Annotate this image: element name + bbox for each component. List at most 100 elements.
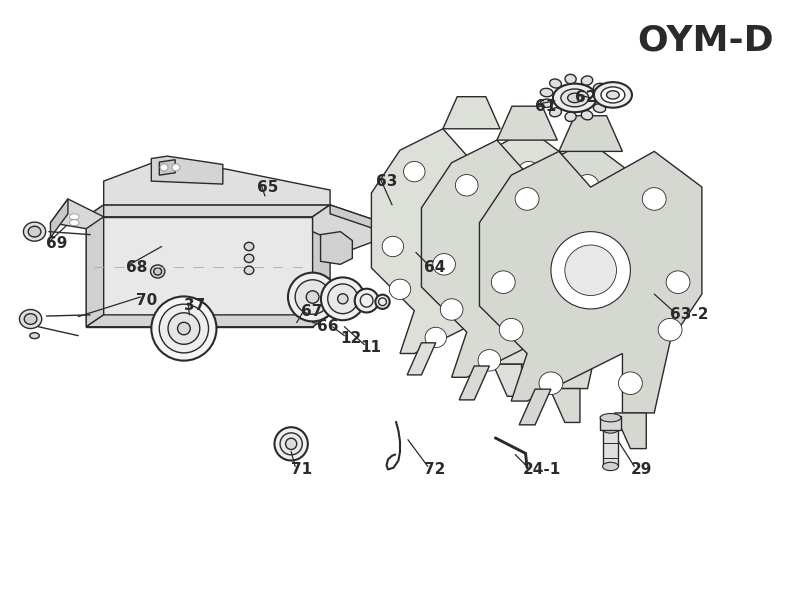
Ellipse shape bbox=[539, 236, 561, 257]
Ellipse shape bbox=[354, 289, 378, 313]
Text: OYM-D: OYM-D bbox=[637, 23, 774, 58]
Ellipse shape bbox=[602, 425, 618, 433]
Ellipse shape bbox=[154, 268, 162, 275]
Text: 62: 62 bbox=[574, 91, 596, 106]
Ellipse shape bbox=[540, 88, 553, 97]
Polygon shape bbox=[519, 389, 551, 425]
Ellipse shape bbox=[594, 104, 606, 113]
Ellipse shape bbox=[403, 161, 425, 182]
Ellipse shape bbox=[160, 164, 168, 171]
Polygon shape bbox=[86, 205, 104, 327]
Ellipse shape bbox=[440, 299, 463, 320]
Ellipse shape bbox=[642, 188, 666, 210]
Ellipse shape bbox=[565, 74, 576, 84]
Ellipse shape bbox=[159, 304, 209, 353]
Polygon shape bbox=[443, 97, 500, 129]
Ellipse shape bbox=[550, 79, 562, 88]
Ellipse shape bbox=[382, 236, 403, 257]
Polygon shape bbox=[86, 205, 330, 217]
Polygon shape bbox=[388, 249, 436, 268]
Ellipse shape bbox=[286, 438, 297, 449]
Ellipse shape bbox=[491, 271, 515, 293]
Ellipse shape bbox=[328, 284, 358, 314]
Polygon shape bbox=[550, 389, 580, 422]
Ellipse shape bbox=[433, 254, 455, 275]
Ellipse shape bbox=[539, 372, 563, 395]
Polygon shape bbox=[497, 106, 558, 140]
Ellipse shape bbox=[478, 350, 501, 371]
Ellipse shape bbox=[490, 217, 565, 290]
Ellipse shape bbox=[338, 294, 348, 304]
Ellipse shape bbox=[443, 251, 458, 267]
Ellipse shape bbox=[540, 99, 553, 107]
Polygon shape bbox=[371, 129, 571, 364]
Ellipse shape bbox=[375, 295, 390, 309]
Ellipse shape bbox=[499, 319, 523, 341]
Ellipse shape bbox=[455, 175, 478, 196]
Ellipse shape bbox=[554, 350, 576, 371]
Ellipse shape bbox=[598, 94, 610, 102]
Polygon shape bbox=[313, 205, 376, 250]
Ellipse shape bbox=[599, 254, 622, 275]
Ellipse shape bbox=[70, 220, 79, 226]
Text: 63: 63 bbox=[376, 173, 398, 188]
Text: 11: 11 bbox=[360, 340, 382, 355]
Polygon shape bbox=[321, 232, 352, 265]
Ellipse shape bbox=[561, 89, 589, 107]
Text: 69: 69 bbox=[46, 236, 68, 251]
Ellipse shape bbox=[150, 265, 165, 278]
Ellipse shape bbox=[576, 175, 599, 196]
Polygon shape bbox=[330, 205, 374, 229]
Polygon shape bbox=[313, 205, 330, 327]
Ellipse shape bbox=[551, 232, 630, 309]
Polygon shape bbox=[479, 151, 702, 413]
Ellipse shape bbox=[306, 291, 319, 303]
Text: 61: 61 bbox=[535, 100, 556, 115]
Ellipse shape bbox=[172, 164, 180, 171]
Ellipse shape bbox=[28, 226, 41, 237]
Ellipse shape bbox=[553, 83, 597, 112]
Ellipse shape bbox=[582, 110, 593, 120]
Polygon shape bbox=[459, 366, 490, 400]
Text: 68: 68 bbox=[126, 260, 147, 275]
Ellipse shape bbox=[70, 214, 79, 220]
Text: 29: 29 bbox=[630, 462, 652, 477]
Ellipse shape bbox=[591, 299, 614, 320]
Ellipse shape bbox=[244, 266, 254, 274]
Text: 65: 65 bbox=[257, 179, 278, 194]
Ellipse shape bbox=[274, 427, 308, 461]
Ellipse shape bbox=[436, 201, 507, 271]
Ellipse shape bbox=[618, 372, 642, 395]
Ellipse shape bbox=[168, 313, 200, 344]
Text: 63-2: 63-2 bbox=[670, 307, 709, 322]
Text: 64: 64 bbox=[424, 260, 446, 275]
Ellipse shape bbox=[151, 296, 217, 361]
Polygon shape bbox=[86, 315, 330, 327]
Ellipse shape bbox=[602, 462, 618, 470]
Ellipse shape bbox=[565, 112, 576, 121]
Ellipse shape bbox=[280, 433, 302, 455]
Ellipse shape bbox=[390, 279, 410, 299]
Polygon shape bbox=[50, 199, 104, 229]
Ellipse shape bbox=[244, 242, 254, 251]
Ellipse shape bbox=[23, 222, 46, 241]
Ellipse shape bbox=[601, 87, 625, 103]
Polygon shape bbox=[436, 251, 450, 267]
Text: 37: 37 bbox=[184, 298, 205, 313]
Ellipse shape bbox=[594, 82, 632, 107]
Polygon shape bbox=[600, 416, 621, 430]
Ellipse shape bbox=[606, 91, 619, 99]
Ellipse shape bbox=[448, 213, 494, 259]
Ellipse shape bbox=[244, 254, 254, 263]
Ellipse shape bbox=[565, 245, 617, 296]
Ellipse shape bbox=[518, 161, 539, 182]
Polygon shape bbox=[50, 199, 68, 238]
Text: 71: 71 bbox=[291, 462, 312, 477]
Polygon shape bbox=[422, 140, 633, 389]
Ellipse shape bbox=[666, 271, 690, 293]
Ellipse shape bbox=[178, 322, 190, 335]
Polygon shape bbox=[407, 343, 436, 375]
Text: 67: 67 bbox=[301, 304, 322, 319]
Ellipse shape bbox=[24, 314, 37, 325]
Ellipse shape bbox=[515, 188, 539, 210]
